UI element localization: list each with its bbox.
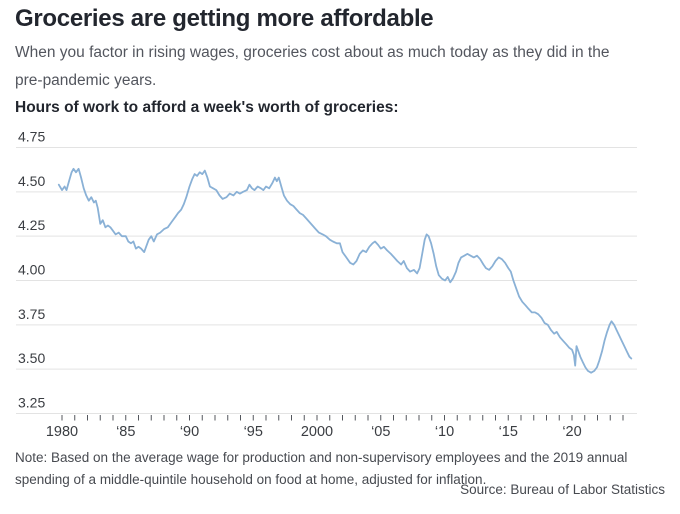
x-axis-label: ‘20: [562, 424, 581, 440]
y-axis-label: 4.50: [18, 173, 45, 189]
y-axis-label: 3.25: [18, 394, 45, 410]
x-axis-label: ‘05: [371, 424, 390, 440]
x-axis-label: 2000: [301, 424, 333, 440]
x-axis-label: ‘90: [180, 424, 199, 440]
y-axis-label: 4.75: [18, 129, 45, 145]
x-axis-label: ‘15: [499, 424, 518, 440]
y-axis-label: 3.50: [18, 350, 45, 366]
chart-subtitle: When you factor in rising wages, groceri…: [15, 44, 610, 89]
y-axis-label: 3.75: [18, 306, 45, 322]
x-axis-label: ‘85: [116, 424, 135, 440]
chart-axis-title: Hours of work to afford a week's worth o…: [15, 99, 399, 116]
data-line: [57, 167, 633, 374]
x-axis-label: ‘10: [435, 424, 454, 440]
x-axis-label: ‘95: [244, 424, 263, 440]
chart-source: Source: Bureau of Labor Statistics: [460, 482, 665, 497]
page-title: Groceries are getting more affordable: [15, 5, 434, 32]
y-axis-label: 4.25: [18, 217, 45, 233]
y-axis-label: 4.00: [18, 261, 45, 277]
chart-note: Note: Based on the average wage for prod…: [15, 450, 628, 487]
x-axis-label: 1980: [46, 424, 78, 440]
